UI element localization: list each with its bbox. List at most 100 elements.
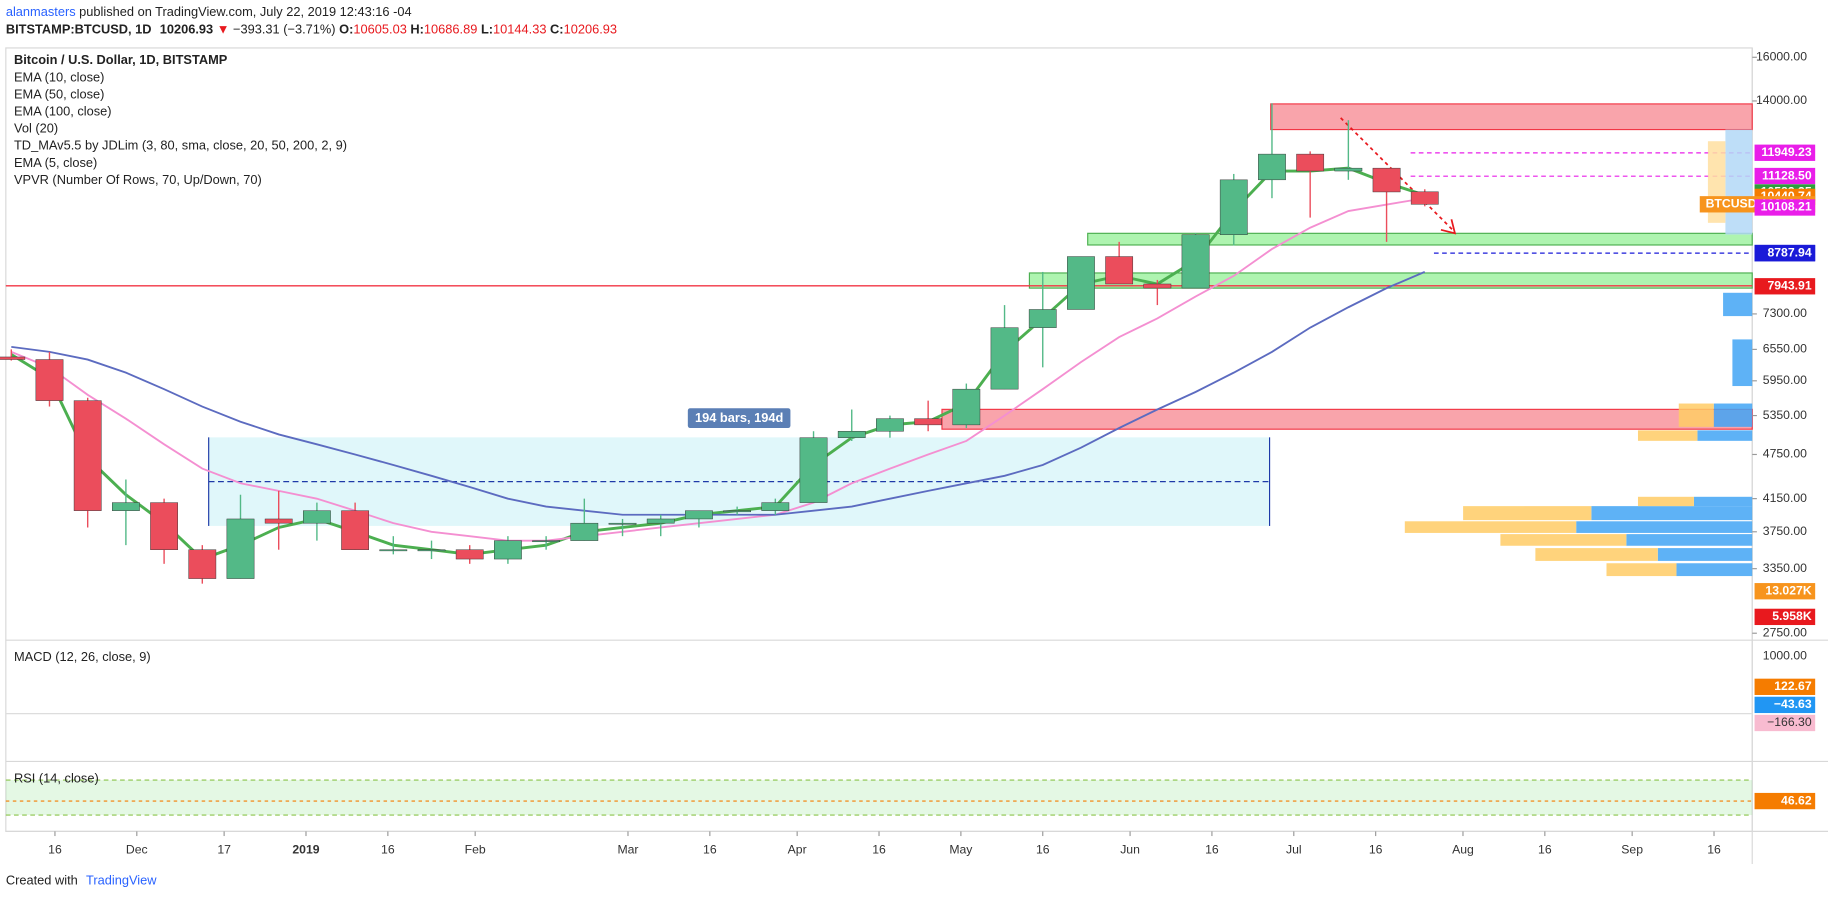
candle-body (379, 549, 408, 552)
macd-label: −166.30 (1767, 715, 1812, 729)
last-price: 10206.93 (160, 22, 213, 37)
macd-label: −43.63 (1774, 697, 1812, 711)
price-label-box (1754, 199, 1816, 216)
ema-line (10, 197, 1425, 542)
price-label: 8787.94 (1767, 245, 1811, 259)
price-label: 11949.23 (1761, 145, 1812, 159)
x-tick-label: 17 (217, 842, 231, 856)
candle-body (1334, 167, 1363, 172)
candle-body (1410, 191, 1439, 205)
price-label-name: BTCUSD (1706, 197, 1757, 211)
candle-body (1143, 283, 1172, 289)
candle-body (1372, 167, 1401, 193)
volume-label-box (1754, 608, 1816, 626)
candle-body (417, 549, 446, 552)
x-tick-label: 16 (1205, 842, 1219, 856)
candle-body (761, 502, 790, 511)
macd-label-box (1754, 714, 1816, 732)
x-tick-label: 16 (1036, 842, 1050, 856)
support-zone (1028, 272, 1753, 289)
ohlc-key: C: (550, 22, 564, 37)
price-label-box (1754, 144, 1816, 161)
brand[interactable]: TradingView (86, 873, 157, 888)
legend-entry: EMA (50, close) (14, 87, 104, 102)
support-zone (1087, 232, 1753, 246)
volume-label: 13.027K (1765, 583, 1811, 597)
price-label: 10108.21 (1761, 200, 1812, 214)
candle-body (990, 327, 1019, 390)
arrow-head (1440, 219, 1457, 235)
author[interactable]: alanmasters (6, 4, 76, 19)
x-tick-label: Mar (617, 842, 638, 856)
macd-title: MACD (12, 26, close, 9) (14, 649, 151, 664)
x-tick-label: Apr (788, 842, 807, 856)
price-label-box (1754, 278, 1816, 295)
candle-body (570, 522, 599, 541)
x-tick-label: Feb (465, 842, 486, 856)
resistance-zone (1270, 103, 1753, 131)
candle-body (837, 430, 866, 438)
candle-body (1258, 153, 1286, 181)
y-tick-label: 14000.00 (1756, 93, 1807, 107)
x-tick-label: Jun (1120, 842, 1140, 856)
candle-body (112, 502, 140, 511)
candle-body (264, 518, 293, 524)
y-tick-label: 5950.00 (1763, 373, 1807, 387)
price-pane (0, 103, 1439, 584)
legend-entry: EMA (5, close) (14, 155, 97, 170)
x-tick-label: 16 (1538, 842, 1552, 856)
legend-entry: EMA (100, close) (14, 104, 112, 119)
range-label: 194 bars, 194d (695, 410, 783, 425)
candle-body (303, 510, 331, 524)
candle-body (188, 549, 217, 579)
y-tick-label: 3350.00 (1763, 561, 1807, 575)
x-tick-label: Jul (1286, 842, 1302, 856)
rsi-band (5, 780, 1753, 816)
legend-entry: TD_MAv5.5 by JDLim (3, 80, sma, close, 2… (14, 138, 347, 153)
price-label-box (1754, 167, 1816, 185)
chart-title: Bitcoin / U.S. Dollar, 1D, BITSTAMP (14, 52, 228, 67)
candle-body (646, 518, 675, 524)
candle-body (1219, 179, 1248, 235)
y-tick-label: 5350.00 (1763, 408, 1807, 422)
candle-body (341, 510, 369, 550)
macd-label-box (1754, 678, 1816, 695)
x-tick-label: May (949, 842, 973, 856)
candle-body (952, 388, 981, 426)
ohlc-value: 10206.93 (564, 22, 617, 37)
resistance-zone (941, 408, 1753, 430)
x-tick-label: Dec (126, 842, 148, 856)
volume-label: 5.958K (1772, 609, 1812, 623)
candle-body (226, 518, 255, 579)
candle-body (1105, 256, 1134, 285)
legend-entry: VPVR (Number Of Rows, 70, Up/Down, 70) (14, 172, 262, 187)
candle-body (799, 437, 828, 503)
candle-body (876, 418, 904, 432)
candle-body (608, 522, 637, 525)
price-label: 11128.50 (1762, 168, 1812, 182)
x-tick-label: 16 (1707, 842, 1721, 856)
rsi-title: RSI (14, close) (14, 770, 99, 785)
candle-body (1067, 256, 1095, 310)
ohlc-value: 10686.89 (424, 22, 477, 37)
ohlc-value: 10605.03 (353, 22, 406, 37)
candle-body (914, 418, 943, 426)
x-tick-label: 16 (703, 842, 717, 856)
macd-label-box (1754, 696, 1816, 714)
candle-body (0, 356, 26, 360)
price-label-box (1754, 245, 1816, 262)
symbol: BITSTAMP:BTCUSD, 1D (6, 22, 152, 37)
symbol-line: BITSTAMP:BTCUSD, 1D 10206.93 ▼ −393.31 (… (6, 22, 617, 37)
volume-label-box (1754, 583, 1816, 600)
x-tick-label: 16 (48, 842, 62, 856)
candle-body (723, 510, 752, 513)
drawings: 194 bars, 194d (5, 103, 1753, 816)
x-tick-label: Sep (1621, 842, 1643, 856)
change-arrow: ▼ (217, 22, 230, 37)
legend-entry: EMA (10, close) (14, 70, 104, 85)
candle-body (455, 549, 484, 560)
ohlc-value: 10144.33 (493, 22, 546, 37)
ohlc-key: L: (481, 22, 493, 37)
y-tick-label: 4750.00 (1763, 447, 1807, 461)
